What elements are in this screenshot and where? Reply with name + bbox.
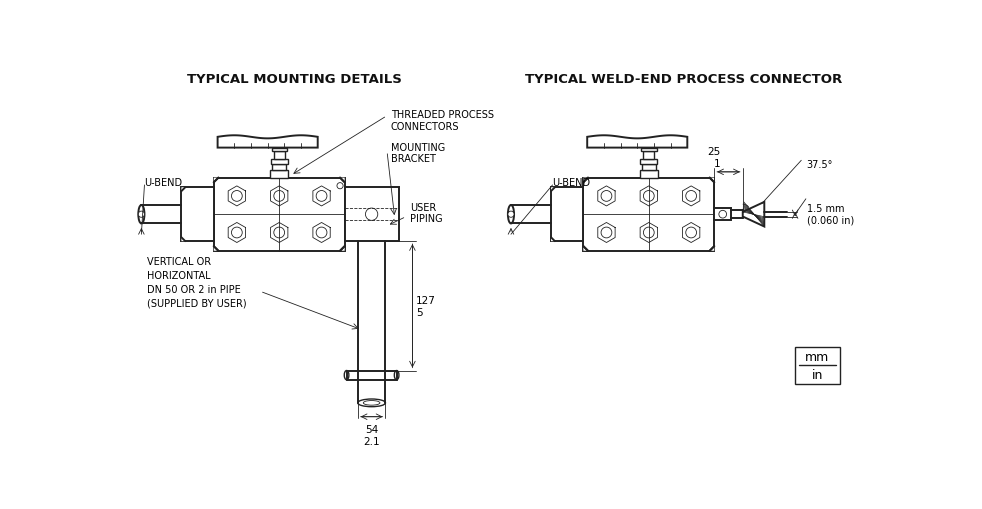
Circle shape xyxy=(719,211,727,219)
Polygon shape xyxy=(710,247,714,251)
Bar xyxy=(583,178,714,251)
Text: 1.5 mm
(0.060 in): 1.5 mm (0.060 in) xyxy=(806,203,854,225)
Bar xyxy=(795,347,840,384)
Circle shape xyxy=(365,209,378,221)
Bar xyxy=(642,164,656,171)
Bar xyxy=(272,164,286,171)
Bar xyxy=(714,209,732,221)
Ellipse shape xyxy=(345,371,349,380)
Polygon shape xyxy=(551,188,555,192)
Bar xyxy=(274,152,285,160)
Polygon shape xyxy=(583,178,588,183)
Polygon shape xyxy=(182,238,186,242)
Bar xyxy=(643,152,654,160)
Text: U-BEND: U-BEND xyxy=(553,178,591,187)
Text: 54
2.1: 54 2.1 xyxy=(363,425,380,446)
Bar xyxy=(639,171,658,178)
Text: TYPICAL MOUNTING DETAILS: TYPICAL MOUNTING DETAILS xyxy=(188,73,402,86)
Bar xyxy=(640,160,657,164)
Circle shape xyxy=(685,228,696,238)
Circle shape xyxy=(138,212,144,218)
Polygon shape xyxy=(710,178,714,183)
Polygon shape xyxy=(340,247,345,251)
Circle shape xyxy=(337,183,343,189)
Polygon shape xyxy=(742,203,764,227)
Circle shape xyxy=(601,228,612,238)
Text: USER
PIPING: USER PIPING xyxy=(410,203,443,224)
Bar xyxy=(641,148,657,152)
Circle shape xyxy=(274,228,285,238)
Polygon shape xyxy=(214,178,218,183)
Bar xyxy=(270,171,289,178)
Circle shape xyxy=(643,228,654,238)
Polygon shape xyxy=(551,238,555,242)
Text: THREADED PROCESS
CONNECTORS: THREADED PROCESS CONNECTORS xyxy=(391,110,494,132)
Bar xyxy=(182,188,214,242)
Circle shape xyxy=(232,228,243,238)
Circle shape xyxy=(643,191,654,202)
Bar xyxy=(214,178,345,251)
Polygon shape xyxy=(340,178,345,183)
Polygon shape xyxy=(583,247,588,251)
Polygon shape xyxy=(587,136,687,148)
Bar xyxy=(271,148,287,152)
Ellipse shape xyxy=(508,206,514,224)
Ellipse shape xyxy=(138,206,144,224)
Text: 37.5°: 37.5° xyxy=(806,160,833,170)
Bar xyxy=(551,188,583,242)
Circle shape xyxy=(316,191,327,202)
Bar xyxy=(271,160,288,164)
Bar xyxy=(345,188,399,242)
Circle shape xyxy=(508,212,514,218)
Circle shape xyxy=(685,191,696,202)
Ellipse shape xyxy=(357,399,386,407)
Text: TYPICAL WELD-END PROCESS CONNECTOR: TYPICAL WELD-END PROCESS CONNECTOR xyxy=(524,73,843,86)
Circle shape xyxy=(274,191,285,202)
Text: in: in xyxy=(812,368,823,381)
Text: U-BEND: U-BEND xyxy=(144,178,183,187)
Circle shape xyxy=(232,191,243,202)
Text: MOUNTING
BRACKET: MOUNTING BRACKET xyxy=(391,143,445,164)
Ellipse shape xyxy=(363,401,380,405)
Circle shape xyxy=(601,191,612,202)
Polygon shape xyxy=(182,188,186,192)
Polygon shape xyxy=(214,247,218,251)
Circle shape xyxy=(316,228,327,238)
Text: 25
1: 25 1 xyxy=(708,147,721,168)
Polygon shape xyxy=(218,136,318,148)
Ellipse shape xyxy=(395,371,399,380)
Text: VERTICAL OR
HORIZONTAL
DN 50 OR 2 in PIPE
(SUPPLIED BY USER): VERTICAL OR HORIZONTAL DN 50 OR 2 in PIP… xyxy=(146,257,246,308)
Text: mm: mm xyxy=(805,351,830,364)
Text: 127
5: 127 5 xyxy=(416,295,436,317)
